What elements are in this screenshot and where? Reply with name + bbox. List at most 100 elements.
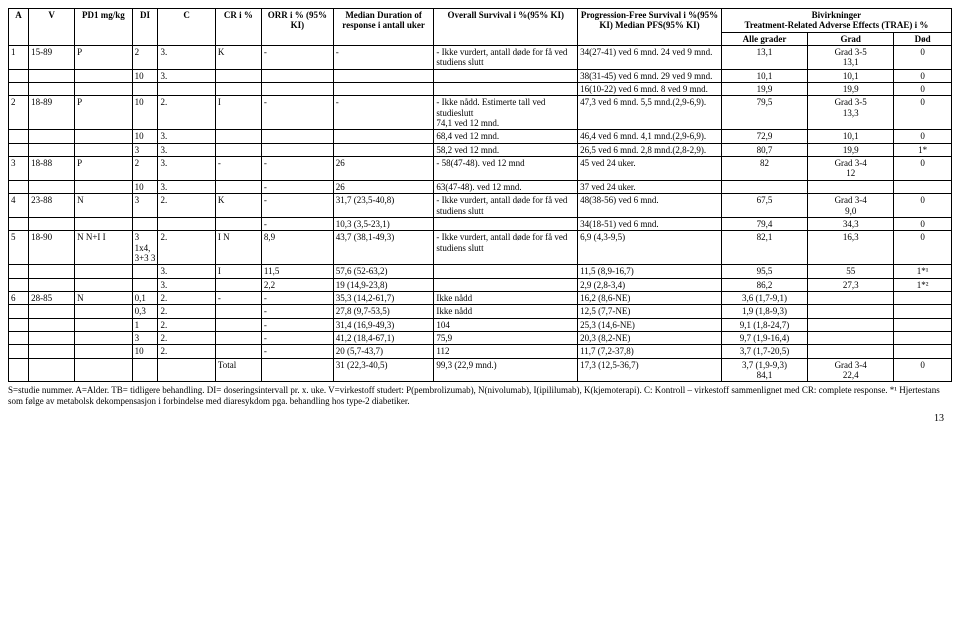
table-cell: 79,5 — [721, 96, 807, 130]
table-cell — [894, 305, 952, 318]
th-cr: CR i % — [215, 9, 261, 46]
table-row: -10,3 (3,5-23,1)34(18-51) ved 6 mnd.79,4… — [9, 217, 952, 230]
table-cell — [434, 278, 578, 291]
table-cell: 1*¹ — [894, 265, 952, 278]
table-cell: 12,5 (7,7-NE) — [578, 305, 722, 318]
table-cell — [9, 318, 29, 331]
table-cell: 20 (5,7-43,7) — [333, 345, 434, 358]
table-cell: 104 — [434, 318, 578, 331]
table-cell: - — [261, 96, 333, 130]
table-cell: P — [75, 46, 132, 70]
table-cell: 4 — [9, 194, 29, 218]
table-cell: 11,5 — [261, 265, 333, 278]
table-cell: - Ikke vurdert, antall døde for få ved s… — [434, 231, 578, 265]
table-cell: 1 — [132, 318, 158, 331]
table-cell: 2,2 — [261, 278, 333, 291]
table-cell — [261, 69, 333, 82]
table-cell — [75, 217, 132, 230]
table-cell — [9, 83, 29, 96]
table-cell: 19,9 — [808, 143, 894, 156]
table-cell — [9, 345, 29, 358]
table-cell: 0 — [894, 83, 952, 96]
table-cell: 16(10-22) ved 6 mnd. 8 ved 9 mnd. — [578, 83, 722, 96]
table-row: 102.-20 (5,7-43,7)11211,7 (7,2-37,8)3,7 … — [9, 345, 952, 358]
table-cell: 38(31-45) ved 6 mnd. 29 ved 9 mnd. — [578, 69, 722, 82]
table-cell: Ikke nådd — [434, 291, 578, 304]
table-cell: 0 — [894, 231, 952, 265]
table-cell: 3 — [132, 331, 158, 344]
table-cell — [132, 265, 158, 278]
table-cell — [434, 217, 578, 230]
table-cell — [894, 180, 952, 193]
table-cell: 0 — [894, 358, 952, 382]
table-row: 0,32.-27,8 (9,7-53,5)Ikke nådd12,5 (7,7-… — [9, 305, 952, 318]
table-cell: 67,5 — [721, 194, 807, 218]
table-cell: - — [261, 46, 333, 70]
table-cell: 3,7 (1,7-20,5) — [721, 345, 807, 358]
table-cell — [132, 358, 158, 382]
table-cell: I — [215, 265, 261, 278]
table-cell: 2. — [158, 345, 215, 358]
table-cell: - Ikke vurdert, antall døde for få ved s… — [434, 194, 578, 218]
table-row: 3.2,219 (14,9-23,8)2,9 (2,8-3,4)86,227,3… — [9, 278, 952, 291]
table-cell — [9, 358, 29, 382]
table-cell: 34(18-51) ved 6 mnd. — [578, 217, 722, 230]
table-cell — [434, 69, 578, 82]
table-cell: 10 — [132, 96, 158, 130]
table-cell: - Ikke vurdert, antall døde for få ved s… — [434, 46, 578, 70]
table-cell: Grad 3-412 — [808, 157, 894, 181]
table-cell: 0,1 — [132, 291, 158, 304]
table-row: 103.68,4 ved 12 mnd.46,4 ved 6 mnd. 4,1 … — [9, 130, 952, 143]
table-cell — [29, 217, 75, 230]
table-cell: - — [333, 46, 434, 70]
table-cell: 18-88 — [29, 157, 75, 181]
table-cell — [808, 305, 894, 318]
table-cell: - — [261, 345, 333, 358]
table-cell: 2 — [9, 96, 29, 130]
table-cell: 46,4 ved 6 mnd. 4,1 mnd.(2,9-6,9). — [578, 130, 722, 143]
table-cell: - — [261, 157, 333, 181]
table-cell: 34,3 — [808, 217, 894, 230]
table-cell: 6 — [9, 291, 29, 304]
table-cell: 18-89 — [29, 96, 75, 130]
table-cell: 34(27-41) ved 6 mnd. 24 ved 9 mnd. — [578, 46, 722, 70]
table-cell — [29, 345, 75, 358]
table-cell: 3 1x4, 3+3 3 — [132, 231, 158, 265]
table-row: 218-89P102.I--- Ikke nådd. Estimerte tal… — [9, 96, 952, 130]
table-cell — [894, 331, 952, 344]
table-cell — [9, 180, 29, 193]
table-row: 103.38(31-45) ved 6 mnd. 29 ved 9 mnd.10… — [9, 69, 952, 82]
table-cell — [261, 130, 333, 143]
table-row: Total31 (22,3-40,5)99,3 (22,9 mnd.)17,3 … — [9, 358, 952, 382]
table-cell — [215, 69, 261, 82]
table-row: 32.-41,2 (18,4-67,1)75,920,3 (8,2-NE)9,7… — [9, 331, 952, 344]
table-cell: 43,7 (38,1-49,3) — [333, 231, 434, 265]
table-cell: 5 — [9, 231, 29, 265]
table-cell — [215, 345, 261, 358]
table-cell: - — [261, 291, 333, 304]
table-cell: K — [215, 46, 261, 70]
table-cell — [132, 217, 158, 230]
table-cell — [808, 331, 894, 344]
table-cell — [434, 265, 578, 278]
table-cell: 48(38-56) ved 6 mnd. — [578, 194, 722, 218]
table-cell: 3. — [158, 69, 215, 82]
table-cell: 0 — [894, 69, 952, 82]
table-cell: 2 — [132, 157, 158, 181]
table-cell: - — [261, 180, 333, 193]
table-cell: 31 (22,3-40,5) — [333, 358, 434, 382]
table-cell: Grad 3-422,4 — [808, 358, 894, 382]
table-cell: 13,1 — [721, 46, 807, 70]
table-cell — [75, 331, 132, 344]
table-cell: 26 — [333, 180, 434, 193]
table-cell: 45 ved 24 uker. — [578, 157, 722, 181]
table-cell: 41,2 (18,4-67,1) — [333, 331, 434, 344]
table-cell: 9,1 (1,8-24,7) — [721, 318, 807, 331]
table-cell: 27,3 — [808, 278, 894, 291]
table-cell: 2. — [158, 305, 215, 318]
table-cell: 0 — [894, 194, 952, 218]
table-cell — [75, 278, 132, 291]
table-cell — [75, 130, 132, 143]
th-c: C — [158, 9, 215, 46]
th-dod: Død — [894, 32, 952, 45]
